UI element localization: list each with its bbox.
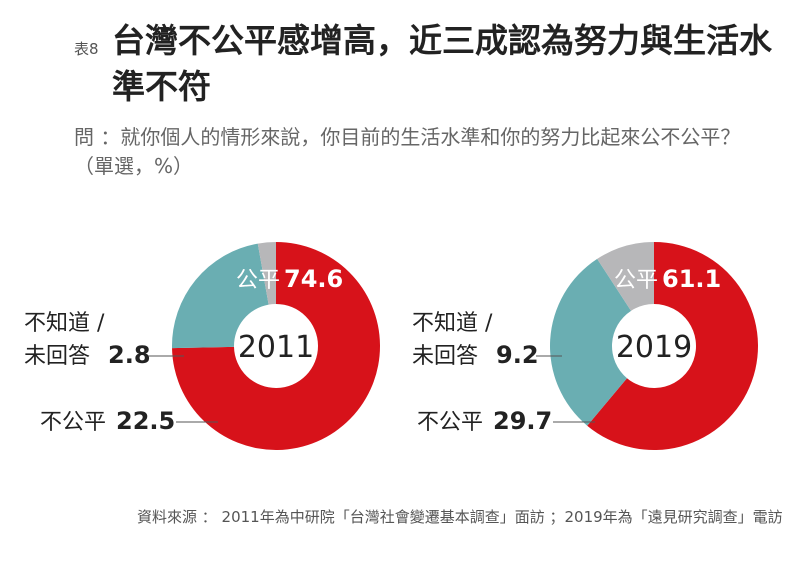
- table-number: 表8: [74, 40, 99, 58]
- unfair-label: 不公平: [417, 410, 483, 435]
- donut-slice-unfair: [172, 243, 269, 349]
- center-year-label: 2011: [238, 330, 314, 365]
- fair-label: 公平: [236, 268, 280, 293]
- source-note: 資料來源 ： 2011年為中研院「台灣社會變遷基本調查」面訪 ；2019年為「遠…: [137, 508, 783, 526]
- unfair-label: 不公平: [40, 410, 106, 435]
- center-year-label: 2019: [616, 330, 692, 365]
- donut-slice-unfair: [550, 258, 632, 426]
- unknown-label-line2: 未回答: [24, 344, 90, 369]
- fair-value: 74.6: [284, 265, 343, 293]
- page-title: 台灣不公平感增高，近三成認為努力與生活水準不符: [112, 21, 772, 106]
- unknown-value: 9.2: [496, 341, 539, 369]
- unfair-value: 29.7: [493, 407, 552, 435]
- unknown-label-line1: 不知道 /: [412, 311, 493, 336]
- fair-label: 公平: [614, 268, 658, 293]
- donut-slice-unknown: [597, 242, 654, 311]
- unknown-value: 2.8: [108, 341, 151, 369]
- unknown-label-line1: 不知道 /: [24, 311, 105, 336]
- unknown-label-line2: 未回答: [412, 344, 478, 369]
- survey-question: 問 ：就你個人的情形來說，你目前的生活水準和你的努力比起來公不公平？（單選，%）: [74, 125, 741, 178]
- donut-slice-unknown: [257, 242, 276, 305]
- unfair-value: 22.5: [116, 407, 175, 435]
- donut-slice-fair: [172, 242, 381, 451]
- fair-value: 61.1: [662, 265, 721, 293]
- donut-slice-fair: [587, 242, 759, 451]
